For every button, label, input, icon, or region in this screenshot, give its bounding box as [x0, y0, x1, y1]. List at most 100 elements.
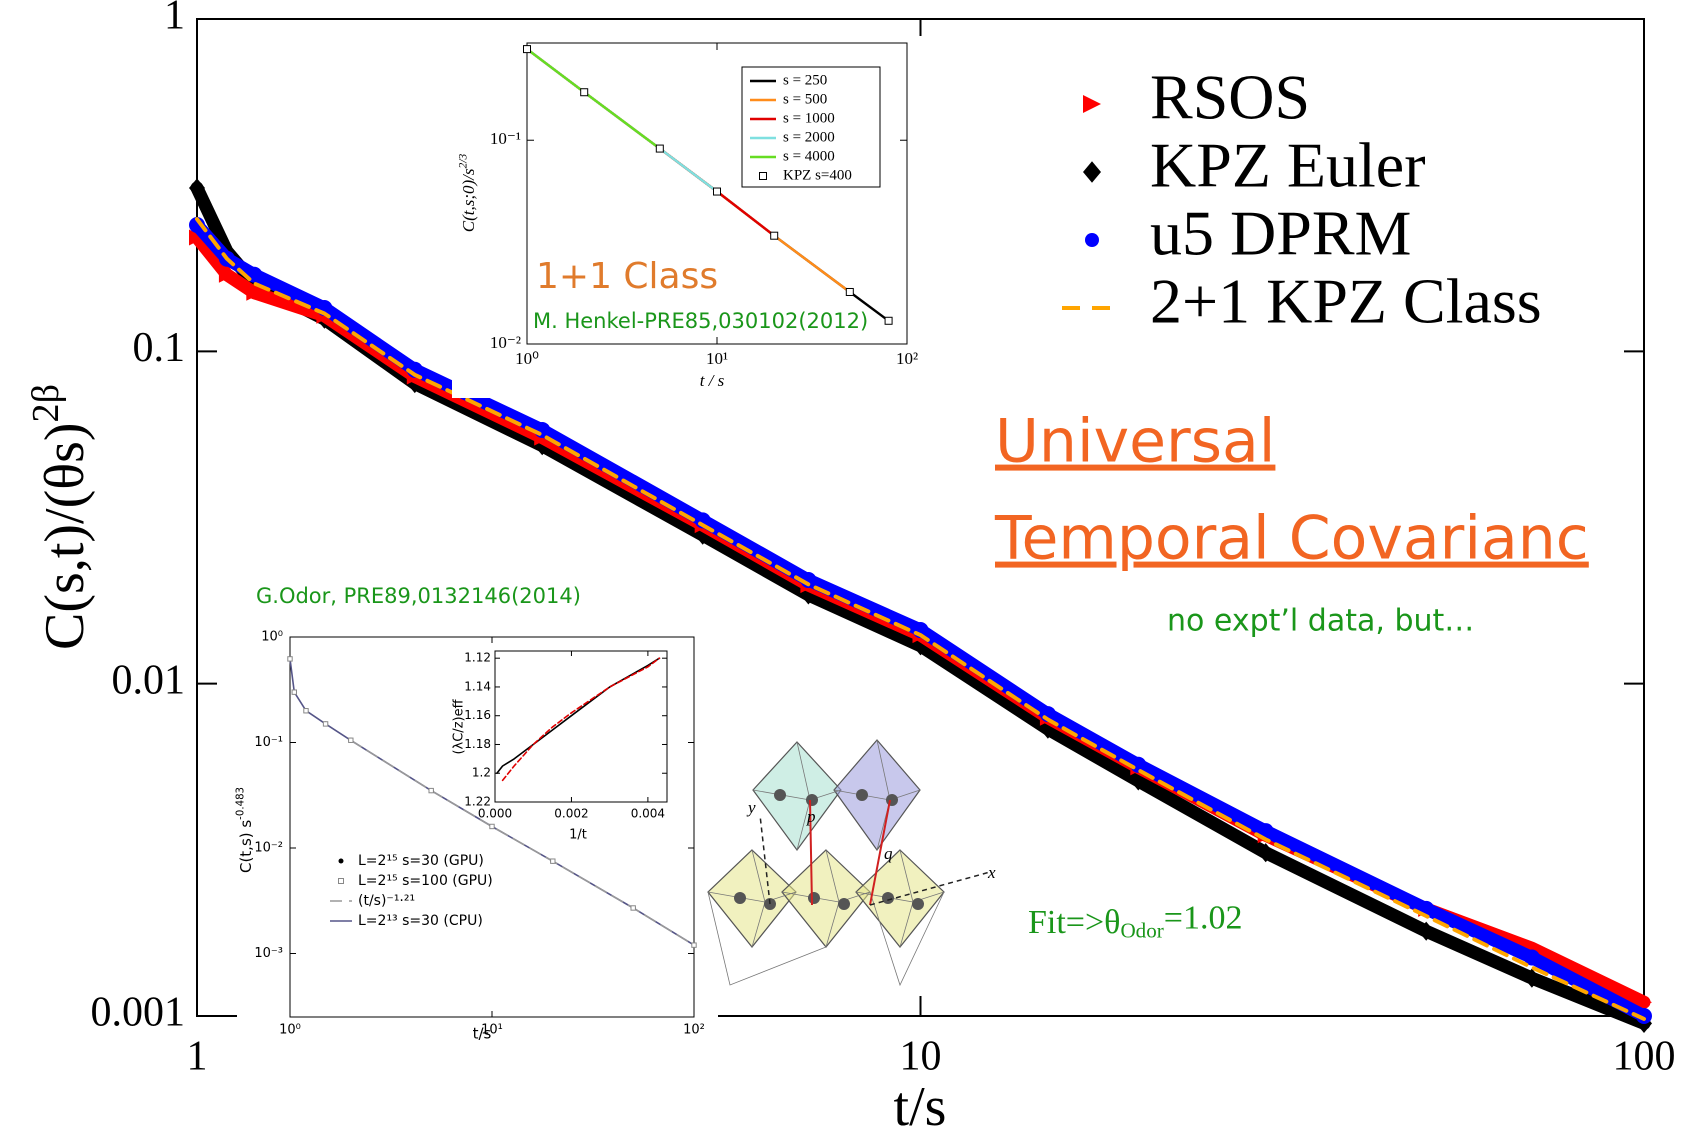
legend-box — [741, 66, 881, 188]
y-axis-label-part: 2/3 — [456, 154, 469, 169]
point — [428, 787, 434, 794]
point — [845, 287, 854, 296]
atom — [882, 892, 894, 904]
bond — [809, 799, 891, 906]
diagram-label: y — [746, 798, 756, 817]
atom — [734, 892, 746, 904]
point — [655, 144, 664, 153]
point — [534, 421, 551, 438]
inset-title: G.Odor, PRE89,0132146(2014) — [256, 584, 581, 608]
point — [1636, 994, 1652, 1011]
legend-label: s = 4000 — [783, 148, 835, 164]
x-tick-label: 0.000 — [478, 807, 512, 821]
point — [246, 284, 263, 301]
point — [534, 436, 551, 456]
point — [189, 216, 205, 233]
plot-frame — [494, 650, 668, 803]
legend-label: (t/s)⁻¹·²¹ — [358, 893, 415, 909]
y-tick-label: 1 — [164, 0, 185, 39]
fit-note: Fit=>θOdor=1.02 — [1028, 899, 1242, 942]
edge — [707, 891, 945, 987]
fit-note-part: =1.02 — [1164, 899, 1243, 936]
y-tick-label: 10⁰ — [261, 630, 283, 645]
y-tick-label: 1.22 — [464, 795, 491, 809]
x-axis-label: t / s — [700, 371, 725, 390]
y-axis-label: C(t,s;0)/s2/3 — [456, 154, 478, 233]
y-axis-label-part: -0.483 — [235, 787, 246, 820]
point — [218, 266, 235, 283]
legend-marker — [1083, 161, 1101, 183]
point — [770, 231, 779, 240]
point — [713, 187, 721, 196]
series-line — [195, 217, 1646, 1021]
legend-label: KPZ s=400 — [783, 167, 852, 183]
legend-marker — [1085, 233, 1099, 247]
point — [303, 708, 309, 714]
legend-label: s = 500 — [783, 91, 827, 107]
point — [1636, 1008, 1652, 1024]
y-axis-label-part: 2β — [25, 384, 67, 422]
fit-note-part: Fit=>θ — [1028, 904, 1120, 941]
atom — [912, 898, 924, 910]
octahedron — [781, 849, 871, 948]
legend-marker — [1083, 95, 1101, 113]
point — [1257, 843, 1274, 863]
y-axis-label-part: C(t,s) s — [237, 820, 255, 873]
point — [1523, 968, 1540, 988]
x-tick-label: 10⁰ — [515, 349, 539, 368]
y-tick-label: 10⁻³ — [254, 946, 283, 961]
legend-marker — [759, 172, 767, 180]
y-tick-label: 1.16 — [464, 708, 491, 722]
x-tick-label: 1 — [187, 1034, 208, 1080]
legend-label: KPZ Euler — [1150, 130, 1426, 201]
y-tick-label: 1.2 — [472, 766, 491, 780]
legend-label: s = 1000 — [783, 110, 835, 126]
atom — [774, 789, 786, 801]
legend-label: L=2¹⁵ s=100 (GPU) — [358, 873, 493, 889]
x-tick-label: 0.004 — [631, 807, 665, 821]
annotation: Temporal Covarianc — [994, 504, 1589, 574]
atom — [808, 892, 820, 904]
legend-label: 2+1 KPZ Class — [1150, 266, 1542, 337]
legend-label: u5 DPRM — [1150, 198, 1411, 269]
diagram-label: x — [987, 863, 996, 882]
point — [189, 178, 205, 198]
inset-backdrop — [452, 36, 968, 398]
octahedron — [855, 849, 945, 948]
y-tick-label: 0.001 — [91, 990, 186, 1036]
point — [189, 229, 205, 246]
x-tick-label: 10⁰ — [279, 1023, 301, 1038]
y-tick-label: 10⁻¹ — [490, 129, 521, 148]
point — [523, 45, 531, 54]
point — [291, 689, 297, 695]
x-axis-label: t/s — [473, 1025, 492, 1043]
x-tick-label: 10 — [900, 1034, 942, 1080]
point — [1130, 771, 1147, 791]
x-tick-label: 10¹ — [481, 1023, 503, 1038]
legend-marker — [338, 878, 344, 884]
point — [550, 858, 556, 864]
series-line — [496, 657, 661, 774]
point — [630, 905, 636, 911]
legend-label: s = 250 — [783, 72, 827, 88]
point — [1418, 921, 1435, 941]
legend-label: L=2¹³ s=30 (CPU) — [358, 913, 483, 929]
atom — [806, 794, 818, 806]
y-tick-label: 1.14 — [464, 679, 491, 693]
annotation: Universal — [995, 407, 1275, 477]
atom — [856, 789, 868, 801]
point — [322, 721, 329, 727]
atom — [838, 898, 850, 910]
series-line — [350, 739, 695, 946]
legend-label: s = 2000 — [783, 129, 835, 145]
inset-backdrop — [495, 651, 667, 802]
x-tick-label: 100 — [1613, 1034, 1676, 1080]
point — [489, 823, 495, 830]
y-axis-label-part: C(s,t)/(θs) — [34, 422, 96, 649]
annotation: M. Henkel-PRE85,030102(2012) — [533, 309, 868, 333]
point — [1523, 949, 1540, 966]
y-tick-label: 0.1 — [133, 325, 186, 371]
point — [800, 585, 817, 605]
point — [287, 656, 293, 662]
